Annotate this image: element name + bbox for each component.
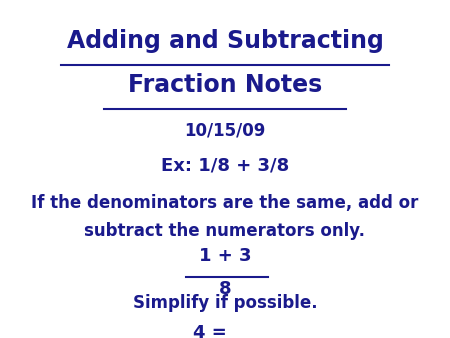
Text: Ex: 1/8 + 3/8: Ex: 1/8 + 3/8 [161, 156, 289, 174]
Text: subtract the numerators only.: subtract the numerators only. [85, 222, 365, 240]
Text: Simplify if possible.: Simplify if possible. [133, 294, 317, 312]
Text: 4 =  __: 4 = __ [193, 324, 257, 338]
Text: Adding and Subtracting: Adding and Subtracting [67, 29, 383, 53]
Text: If the denominators are the same, add or: If the denominators are the same, add or [32, 194, 419, 212]
Text: 1 + 3: 1 + 3 [199, 247, 251, 265]
Text: 8: 8 [219, 280, 231, 298]
Text: Fraction Notes: Fraction Notes [128, 73, 322, 97]
Text: 10/15/09: 10/15/09 [184, 121, 266, 140]
